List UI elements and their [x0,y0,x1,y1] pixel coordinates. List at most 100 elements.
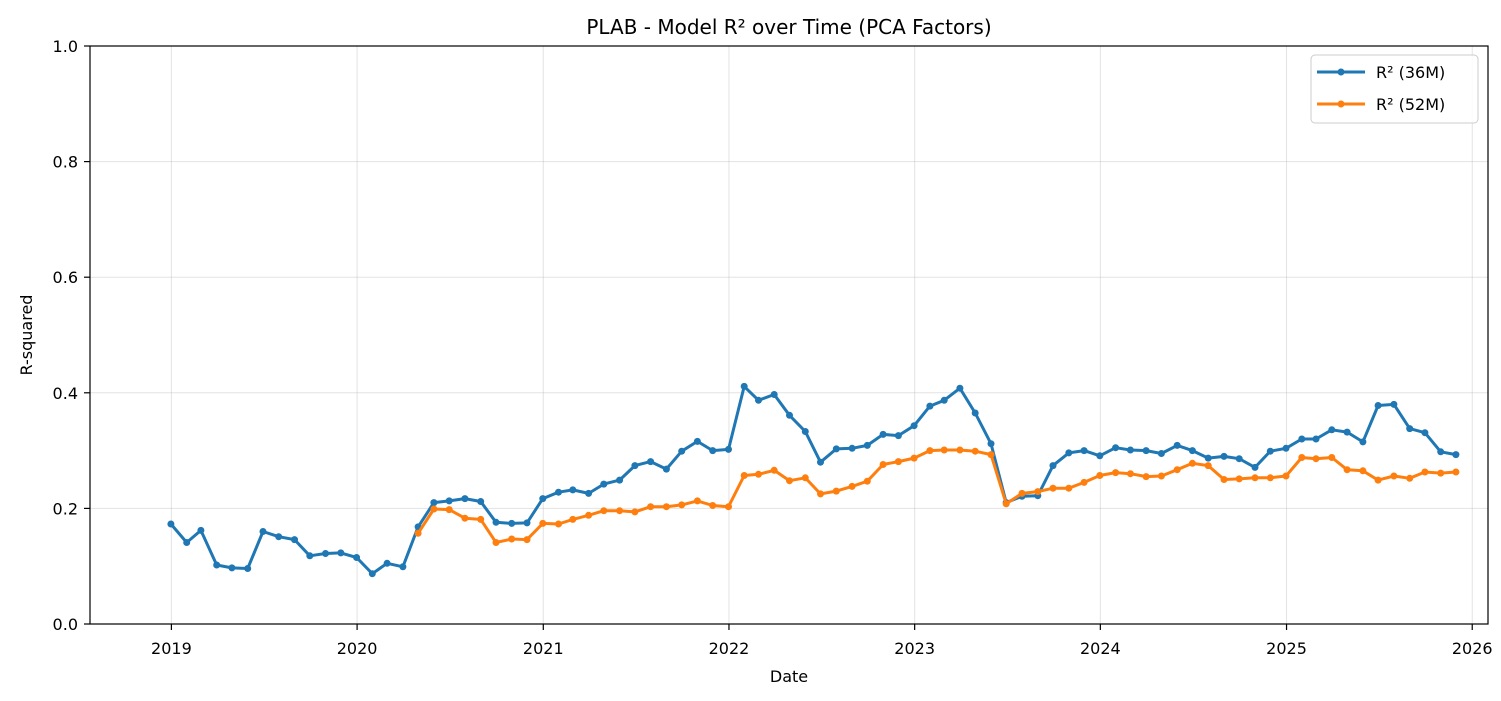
series-0-point-66 [1188,447,1196,455]
series-0-point-33 [678,447,686,455]
series-1-point-8 [539,519,547,527]
series-1-point-31 [894,458,902,466]
series-1-point-4 [477,515,485,523]
series-0-point-72 [1282,444,1290,452]
series-0-point-52 [971,409,979,417]
series-0-point-0 [167,520,175,528]
series-1-point-0 [414,529,422,537]
series-0-point-76 [1343,428,1351,436]
series-1-point-23 [770,466,778,474]
series-1-point-51 [1204,462,1212,470]
series-0-point-43 [832,445,840,453]
series-0-point-75 [1328,426,1336,434]
series-0-point-36 [725,445,732,453]
series-1-point-64 [1406,474,1414,482]
y-tick-label-4: 0.8 [53,153,78,172]
series-0-point-25 [555,488,562,496]
series-0-point-15 [399,563,407,571]
series-1-point-7 [523,536,531,544]
series-1-point-45 [1112,469,1120,477]
series-0-point-24 [539,495,547,503]
series-0-point-73 [1298,435,1306,443]
series-1-point-49 [1173,466,1181,474]
x-tick-label-2: 2021 [523,639,564,658]
grid-lines [90,45,1488,625]
series-1-point-1 [430,505,438,513]
series-1-point-61 [1359,467,1367,475]
series-0-point-2 [197,526,205,534]
series-0-point-70 [1251,463,1259,471]
series-1-point-11 [585,511,593,519]
series-0-point-14 [383,559,391,567]
series-0-point-65 [1173,441,1181,449]
series-0-point-51 [956,384,964,392]
series-1-point-14 [631,508,639,516]
series-0-point-6 [259,528,267,535]
y-tick-label-1: 0.2 [53,499,78,518]
series-0-point-3 [213,561,221,569]
series-0-point-41 [801,428,809,435]
series-0-point-11 [337,549,345,557]
series-1-point-6 [508,535,516,543]
x-tick-label-5: 2024 [1080,639,1121,658]
series-0-point-7 [275,533,283,541]
series-1-point-48 [1157,472,1165,480]
x-tick-label-7: 2026 [1452,639,1493,658]
series-0-point-74 [1312,435,1320,443]
series-1-point-32 [910,454,918,462]
series-1-point-53 [1235,475,1243,483]
chart-title: PLAB - Model R² over Time (PCA Factors) [586,15,991,39]
series-1-point-52 [1220,476,1228,483]
series-0-point-20 [477,498,485,505]
series-0-point-17 [430,499,438,507]
series-1-point-66 [1437,469,1445,477]
series-1-point-55 [1266,474,1274,482]
legend-label-0: R² (36M) [1376,63,1445,82]
series-0-point-59 [1080,447,1088,455]
series-1-point-54 [1251,474,1259,482]
series-1-point-67 [1452,468,1460,476]
y-tick-label-0: 0.0 [53,615,78,634]
series-0-point-46 [879,430,887,438]
series-1-point-15 [647,503,655,511]
series-0-point-47 [894,432,902,440]
series-0-point-23 [523,519,531,527]
series-0-point-63 [1142,447,1150,455]
series-0-point-31 [647,458,655,466]
series-0-point-42 [817,458,824,466]
series-0-point-18 [445,497,453,505]
y-tick-label-2: 0.4 [53,384,78,403]
series-0-point-82 [1437,448,1445,456]
plot-frame [89,45,1489,625]
series-1-point-63 [1390,472,1398,480]
series-0-point-32 [662,465,670,473]
series-0-point-13 [368,570,376,578]
series-0-point-38 [755,396,762,404]
series-0-point-68 [1220,452,1228,460]
series-1-point-37 [987,451,995,459]
series-1-point-5 [492,539,500,546]
series-1-point-22 [755,470,762,478]
series-1-point-18 [693,497,701,505]
series-0-point-50 [940,396,948,404]
series-1-point-25 [801,474,809,482]
series-1-point-47 [1142,473,1150,481]
series-1-point-30 [879,461,887,468]
series-1-point-46 [1126,470,1134,478]
series-1-point-2 [445,506,453,514]
series-0-point-1 [183,539,191,546]
series-line-1 [416,448,1457,544]
series-0-point-78 [1374,402,1382,409]
series-1-point-17 [678,501,686,509]
series-0-point-48 [910,422,918,430]
series-0-point-34 [693,437,701,445]
y-tick-label-3: 0.6 [53,268,78,287]
series-0-point-21 [492,518,500,526]
series-1-point-36 [971,447,979,455]
series-0-point-12 [353,554,361,561]
series-0-point-22 [508,519,516,527]
series-1-point-35 [956,446,964,454]
series-layer [167,382,1460,578]
series-1-point-59 [1328,454,1336,461]
